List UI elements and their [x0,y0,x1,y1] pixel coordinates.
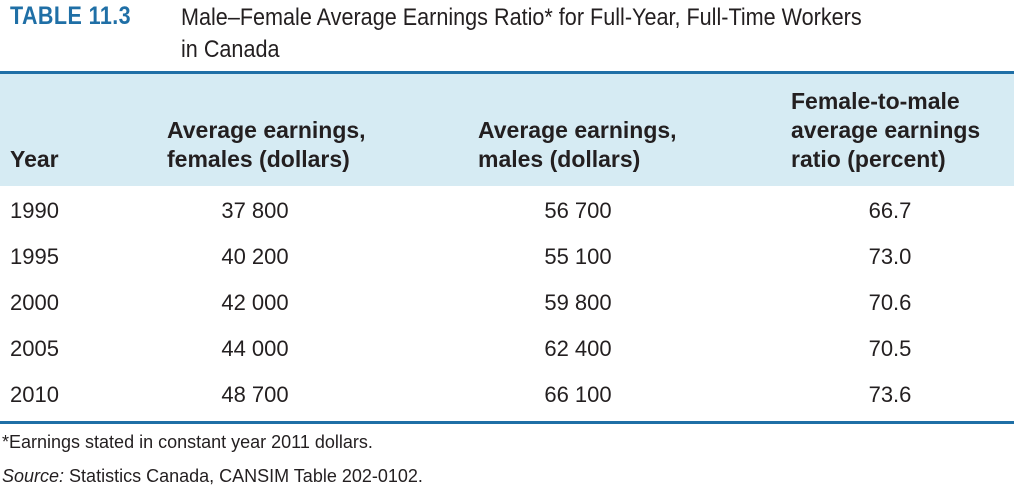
cell-male-earnings: 56 700 [544,198,612,223]
footnote: *Earnings stated in constant year 2011 d… [2,432,373,452]
header-earnings-ratio: Female-to-male average earnings ratio (p… [791,88,981,172]
table-title-text: Male–Female Average Earnings Ratio* for … [181,4,862,63]
header-male-earnings: Average earnings, males (dollars) [478,117,677,172]
table-number: TABLE 11.3 [10,2,132,30]
top-rule [0,71,1014,74]
cell-male-earnings: 62 400 [544,336,612,361]
cell-female-earnings: 48 700 [221,382,289,407]
cell-female-earnings: 40 200 [221,244,289,269]
cell-earnings-ratio: 70.6 [868,290,912,315]
table-row: 1990 37 800 56 700 66.7 [0,186,1014,232]
table-row: 1995 40 200 55 100 73.0 [0,232,1014,278]
cell-female-earnings: 44 000 [221,336,289,361]
cell-year: 1990 [10,198,59,223]
cell-earnings-ratio: 66.7 [868,198,912,223]
cell-earnings-ratio: 73.0 [868,244,912,269]
source-text: Statistics Canada, CANSIM Table 202-0102… [64,466,423,486]
cell-year: 2005 [10,336,59,361]
cell-earnings-ratio: 70.5 [868,336,912,361]
cell-female-earnings: 42 000 [221,290,289,315]
cell-male-earnings: 55 100 [544,244,612,269]
source-note: Source: Statistics Canada, CANSIM Table … [2,466,423,487]
cell-male-earnings: 59 800 [544,290,612,315]
table-header: Year Average earnings, females (dollars)… [0,74,1014,186]
cell-male-earnings: 66 100 [544,382,612,407]
header-female-earnings: Average earnings, females (dollars) [167,117,366,172]
table-title-row: TABLE 11.3 Male–Female Average Earnings … [0,0,1014,70]
cell-year: 2010 [10,382,59,407]
table-row: 2010 48 700 66 100 73.6 [0,370,1014,416]
bottom-rule [0,421,1014,424]
cell-female-earnings: 37 800 [221,198,289,223]
table-row: 2000 42 000 59 800 70.6 [0,278,1014,324]
cell-year: 2000 [10,290,59,315]
header-year: Year [10,146,59,172]
source-label: Source: [2,466,65,486]
table-body: 1990 37 800 56 700 66.7 1995 40 200 55 1… [0,186,1014,416]
cell-earnings-ratio: 73.6 [868,382,912,407]
cell-year: 1995 [10,244,59,269]
table-row: 2005 44 000 62 400 70.5 [0,324,1014,370]
table-title: Male–Female Average Earnings Ratio* for … [181,2,901,66]
